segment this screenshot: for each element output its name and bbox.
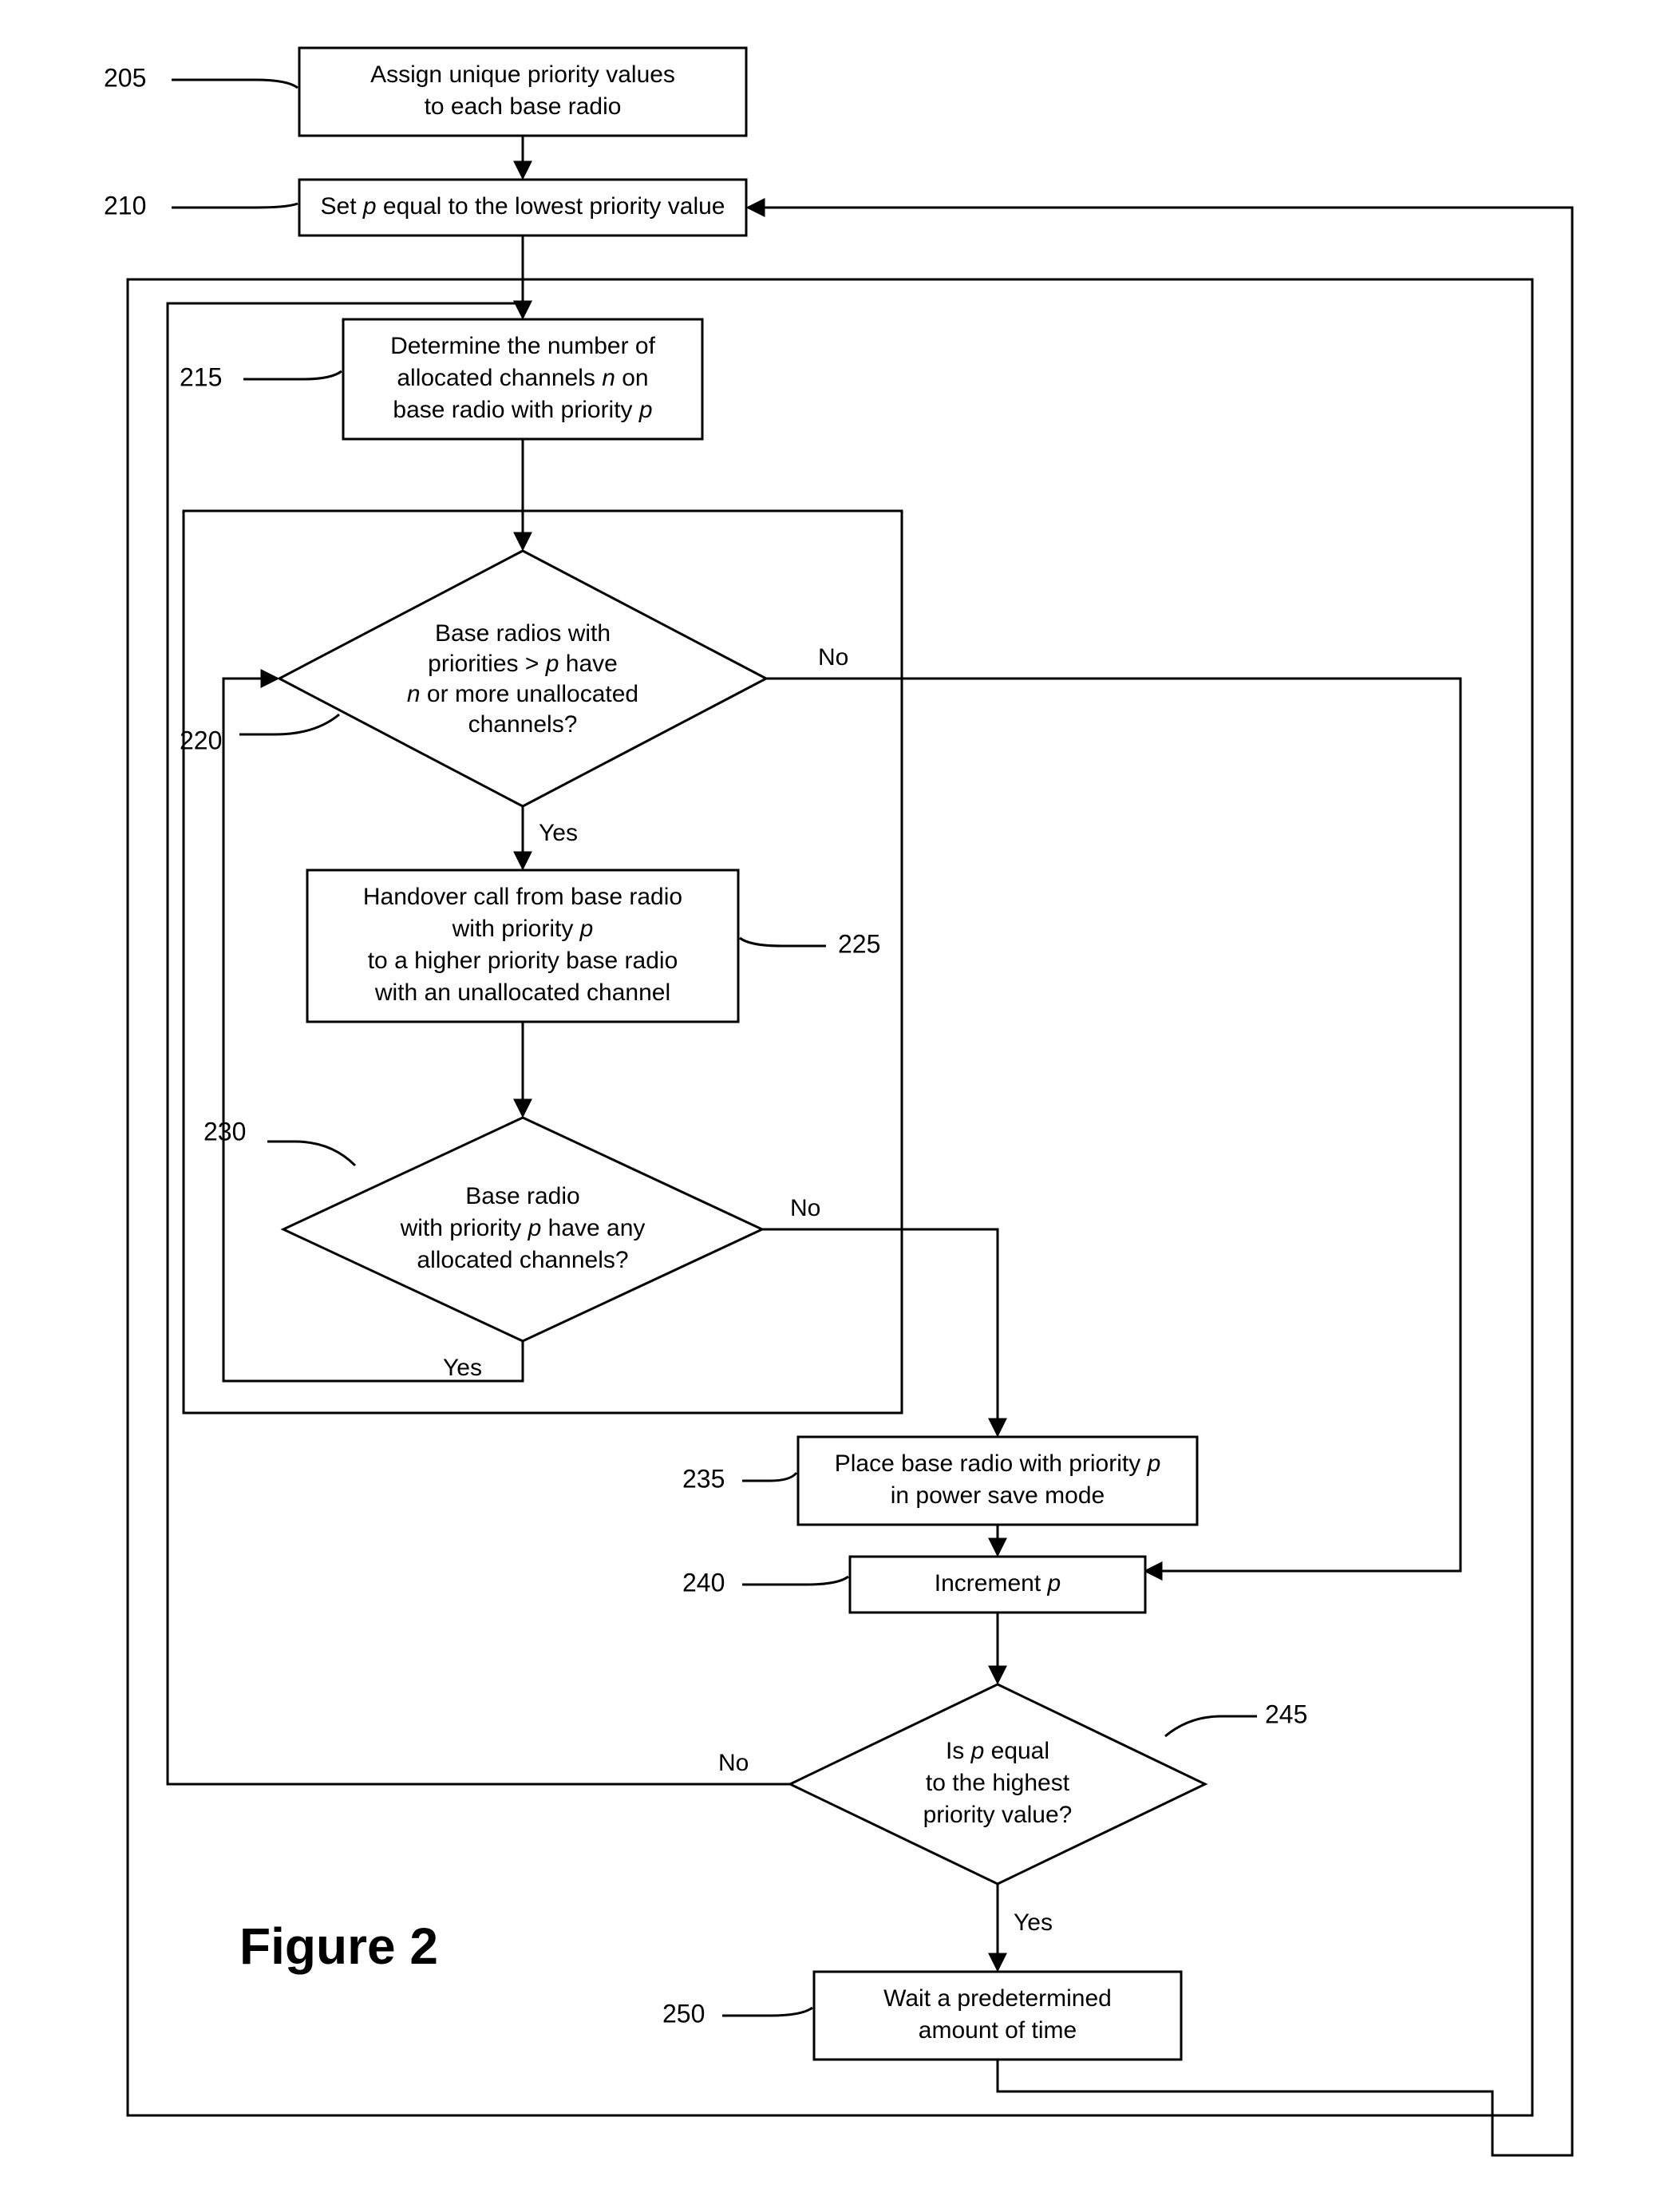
ref-250: 250 — [662, 1999, 705, 2028]
svg-text:channels?: channels? — [468, 711, 578, 738]
node-235: Place base radio with priority p in powe… — [798, 1437, 1197, 1525]
svg-text:amount of time: amount of time — [919, 2017, 1077, 2044]
ref-210: 210 — [104, 191, 146, 220]
node-215: Determine the number of allocated channe… — [343, 319, 702, 439]
svg-text:Base radios with: Base radios with — [435, 620, 611, 647]
svg-text:Base radio: Base radio — [465, 1183, 579, 1209]
svg-text:base radio with priority p: base radio with priority p — [393, 397, 652, 423]
node-205: Assign unique priority values to each ba… — [299, 48, 746, 136]
svg-text:to each base radio: to each base radio — [425, 93, 622, 120]
label-220-yes: Yes — [539, 820, 578, 846]
svg-text:allocated channels n on: allocated channels n on — [397, 365, 648, 391]
label-230-no: No — [790, 1195, 820, 1221]
edge-245-no-loop — [168, 303, 790, 1784]
node-250: Wait a predetermined amount of time — [814, 1972, 1181, 2060]
edge-250-loop-to-210 — [748, 208, 1572, 2155]
svg-text:Set p equal to the lowest prio: Set p equal to the lowest priority value — [321, 193, 725, 220]
svg-text:Wait a predetermined: Wait a predetermined — [883, 1985, 1112, 2012]
flowchart-figure-2: Assign unique priority values to each ba… — [0, 0, 1656, 2212]
node-225: Handover call from base radio with prior… — [307, 870, 738, 1022]
node-245: Is p equal to the highest priority value… — [790, 1684, 1205, 1884]
label-245-yes: Yes — [1014, 1909, 1053, 1936]
ref-230: 230 — [204, 1117, 246, 1146]
svg-text:Is p equal: Is p equal — [946, 1738, 1049, 1764]
edge-230-no — [762, 1229, 998, 1435]
label-220-no: No — [818, 644, 848, 671]
svg-text:Handover call from base radio: Handover call from base radio — [363, 884, 682, 910]
svg-text:with priority p: with priority p — [452, 916, 594, 942]
svg-text:priorities > p have: priorities > p have — [428, 651, 618, 677]
svg-text:Assign unique priority values: Assign unique priority values — [370, 61, 675, 88]
svg-text:priority value?: priority value? — [923, 1802, 1073, 1828]
ref-235: 235 — [682, 1464, 725, 1493]
svg-text:with an unallocated channel: with an unallocated channel — [374, 979, 670, 1006]
node-240: Increment p — [850, 1557, 1145, 1613]
ref-225: 225 — [838, 929, 880, 958]
node-220: Base radios with priorities > p have n o… — [279, 551, 766, 806]
ref-220: 220 — [180, 726, 222, 754]
svg-text:Determine the number of: Determine the number of — [390, 333, 655, 359]
svg-text:with priority p have any: with priority p have any — [400, 1215, 646, 1241]
ref-215: 215 — [180, 362, 222, 391]
svg-text:to a higher priority base radi: to a higher priority base radio — [368, 948, 678, 974]
ref-205: 205 — [104, 63, 146, 92]
svg-text:n or more unallocated: n or more unallocated — [407, 681, 638, 707]
node-210: Set p equal to the lowest priority value — [299, 180, 746, 235]
label-245-no: No — [718, 1750, 749, 1776]
svg-text:Place base radio with priority: Place base radio with priority p — [835, 1450, 1161, 1477]
outer-loop-frame — [128, 279, 1532, 2115]
ref-245: 245 — [1265, 1700, 1307, 1728]
ref-240: 240 — [682, 1568, 725, 1597]
svg-text:to the highest: to the highest — [926, 1770, 1070, 1796]
svg-text:in power save mode: in power save mode — [891, 1482, 1105, 1509]
label-230-yes: Yes — [443, 1355, 482, 1381]
svg-text:allocated channels?: allocated channels? — [417, 1247, 628, 1273]
figure-caption: Figure 2 — [239, 1917, 438, 1975]
svg-text:Increment p: Increment p — [935, 1570, 1061, 1597]
node-230: Base radio with priority p have any allo… — [283, 1118, 762, 1341]
